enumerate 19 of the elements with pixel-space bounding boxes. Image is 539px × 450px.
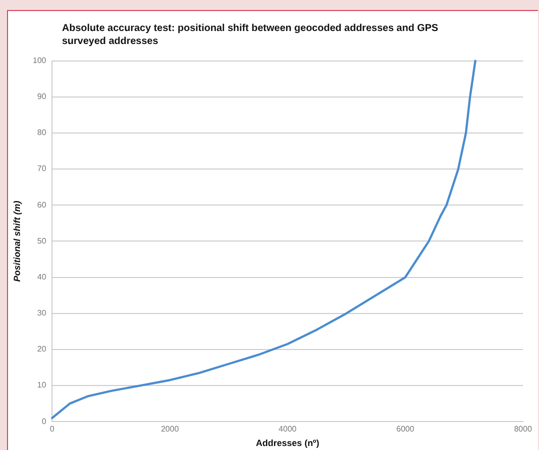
chart-title: Absolute accuracy test: positional shift between geocoded addresses and GPS surveyed addresses <box>62 22 440 48</box>
y-tick-label: 10 <box>37 380 47 390</box>
y-tick-label: 90 <box>37 92 47 102</box>
y-tick-label: 60 <box>37 200 47 210</box>
y-tick-label: 30 <box>37 308 47 318</box>
x-tick-label: 4000 <box>278 424 298 434</box>
y-tick-label: 40 <box>37 272 47 282</box>
y-tick-label: 0 <box>42 416 47 426</box>
y-tick-label: 80 <box>37 128 47 138</box>
x-axis-title: Addresses (nº) <box>256 438 320 448</box>
x-tick-label: 6000 <box>396 424 415 434</box>
y-tick-label: 20 <box>37 344 47 354</box>
x-tick-label: 8000 <box>514 424 532 434</box>
y-tick-label: 100 <box>32 56 47 66</box>
y-tick-label: 70 <box>37 164 47 174</box>
x-tick-label: 0 <box>50 424 55 434</box>
x-tick-label: 2000 <box>160 424 180 434</box>
y-axis-title: Positional shift (m) <box>12 200 22 282</box>
y-tick-label: 50 <box>37 236 47 246</box>
